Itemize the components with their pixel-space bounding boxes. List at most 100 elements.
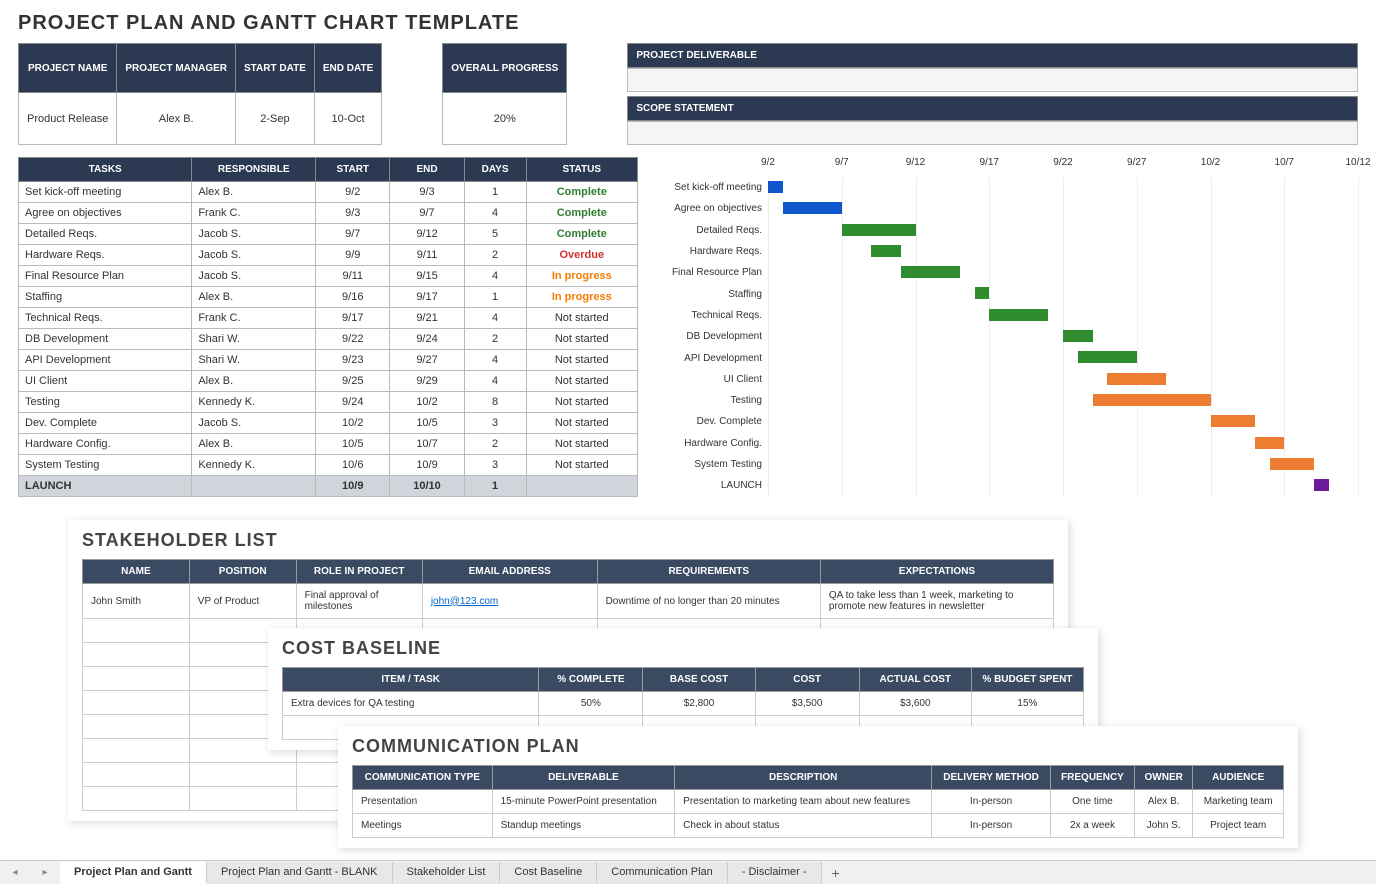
task-row[interactable]: Hardware Reqs.Jacob S.9/99/112Overdue: [19, 245, 638, 266]
gantt-axis-label: 9/17: [980, 157, 999, 168]
gantt-bar[interactable]: [989, 309, 1048, 321]
sheet-tab[interactable]: Project Plan and Gantt - BLANK: [207, 862, 393, 884]
comm-plan-table: COMMUNICATION TYPEDELIVERABLEDESCRIPTION…: [352, 765, 1284, 838]
comm-row[interactable]: Presentation15-minute PowerPoint present…: [353, 790, 1284, 814]
gantt-bar[interactable]: [1255, 437, 1285, 449]
stakeholder-row[interactable]: John SmithVP of ProductFinal approval of…: [83, 584, 1054, 619]
project-info-table: PROJECT NAMEPROJECT MANAGERSTART DATEEND…: [18, 43, 382, 145]
comm-type: Meetings: [353, 814, 493, 838]
task-days: 2: [464, 434, 526, 455]
proj-value[interactable]: 2-Sep: [236, 93, 315, 145]
proj-value[interactable]: 10-Oct: [314, 93, 381, 145]
task-row[interactable]: Agree on objectivesFrank C.9/39/74Comple…: [19, 203, 638, 224]
task-resp: Jacob S.: [192, 413, 316, 434]
task-row[interactable]: DB DevelopmentShari W.9/229/242Not start…: [19, 329, 638, 350]
gantt-bar-track: [768, 411, 1358, 432]
gantt-bar[interactable]: [1314, 479, 1329, 491]
task-resp: Kennedy K.: [192, 455, 316, 476]
comm-header: OWNER: [1135, 766, 1193, 790]
gantt-row-label: Agree on objectives: [658, 203, 768, 214]
proj-value[interactable]: Product Release: [19, 93, 117, 145]
gantt-axis-label: 9/7: [835, 157, 849, 168]
tab-nav-prev[interactable]: ◂: [0, 867, 30, 878]
task-row[interactable]: Technical Reqs.Frank C.9/179/214Not star…: [19, 308, 638, 329]
task-start: 10/9: [316, 476, 390, 497]
comm-row[interactable]: MeetingsStandup meetingsCheck in about s…: [353, 814, 1284, 838]
cost-header: ITEM / TASK: [283, 668, 539, 692]
tab-nav-next[interactable]: ▸: [30, 867, 60, 878]
task-end: 9/11: [390, 245, 464, 266]
cost-row[interactable]: Extra devices for QA testing50%$2,800$3,…: [283, 692, 1084, 716]
gantt-bar[interactable]: [901, 266, 960, 278]
proj-value[interactable]: Alex B.: [117, 93, 236, 145]
task-status: Overdue: [526, 245, 637, 266]
task-end: 9/24: [390, 329, 464, 350]
launch-row[interactable]: LAUNCH10/910/101: [19, 476, 638, 497]
task-name: Agree on objectives: [19, 203, 192, 224]
gantt-row: UI Client: [658, 369, 1358, 390]
gantt-row-label: API Development: [658, 353, 768, 364]
task-row[interactable]: UI ClientAlex B.9/259/294Not started: [19, 371, 638, 392]
sheet-tab[interactable]: Communication Plan: [597, 862, 728, 884]
task-row[interactable]: System TestingKennedy K.10/610/93Not sta…: [19, 455, 638, 476]
add-sheet-button[interactable]: +: [822, 861, 850, 885]
task-start: 9/25: [316, 371, 390, 392]
gantt-bar[interactable]: [975, 287, 990, 299]
task-row[interactable]: StaffingAlex B.9/169/171In progress: [19, 287, 638, 308]
gantt-bar[interactable]: [768, 181, 783, 193]
comm-desc: Check in about status: [675, 814, 932, 838]
gantt-bar[interactable]: [871, 245, 901, 257]
cost-baseline-title: COST BASELINE: [282, 638, 1084, 659]
email-link[interactable]: john@123.com: [431, 596, 498, 607]
task-days: 2: [464, 245, 526, 266]
deliverable-value[interactable]: [627, 68, 1358, 92]
gantt-bar[interactable]: [1107, 373, 1166, 385]
cost-base: $2,800: [643, 692, 755, 716]
task-row[interactable]: Dev. CompleteJacob S.10/210/53Not starte…: [19, 413, 638, 434]
gantt-bar[interactable]: [1211, 415, 1255, 427]
gantt-bar[interactable]: [1093, 394, 1211, 406]
task-name: UI Client: [19, 371, 192, 392]
gantt-bar[interactable]: [1078, 351, 1137, 363]
comm-header: DESCRIPTION: [675, 766, 932, 790]
sheet-tab[interactable]: Stakeholder List: [393, 862, 501, 884]
gantt-row-label: Set kick-off meeting: [658, 182, 768, 193]
gantt-row: Final Resource Plan: [658, 262, 1358, 283]
gantt-row-label: Hardware Reqs.: [658, 246, 768, 257]
task-end: 9/15: [390, 266, 464, 287]
gantt-axis-label: 10/12: [1345, 157, 1370, 168]
task-row[interactable]: Set kick-off meetingAlex B.9/29/31Comple…: [19, 182, 638, 203]
task-row[interactable]: Detailed Reqs.Jacob S.9/79/125Complete: [19, 224, 638, 245]
task-start: 9/9: [316, 245, 390, 266]
sheet-tab[interactable]: - Disclaimer -: [728, 862, 822, 884]
sheet-tab[interactable]: Cost Baseline: [500, 862, 597, 884]
task-days: 4: [464, 371, 526, 392]
stake-header: EMAIL ADDRESS: [422, 560, 597, 584]
sheet-tab[interactable]: Project Plan and Gantt: [60, 862, 207, 884]
task-row[interactable]: Hardware Config.Alex B.10/510/72Not star…: [19, 434, 638, 455]
cost-pct: 50%: [539, 692, 643, 716]
deliverable-header: PROJECT DELIVERABLE: [627, 43, 1358, 68]
task-row[interactable]: API DevelopmentShari W.9/239/274Not star…: [19, 350, 638, 371]
gantt-bar[interactable]: [1270, 458, 1314, 470]
task-resp: Kennedy K.: [192, 392, 316, 413]
task-end: 9/21: [390, 308, 464, 329]
task-name: LAUNCH: [19, 476, 192, 497]
comm-header: DELIVERY METHOD: [932, 766, 1051, 790]
task-resp: Jacob S.: [192, 224, 316, 245]
scope-value[interactable]: [627, 121, 1358, 145]
task-status: Not started: [526, 413, 637, 434]
task-row[interactable]: TestingKennedy K.9/2410/28Not started: [19, 392, 638, 413]
comm-method: In-person: [932, 814, 1051, 838]
cost-header: ACTUAL COST: [859, 668, 971, 692]
comm-owner: John S.: [1135, 814, 1193, 838]
gantt-bar[interactable]: [1063, 330, 1093, 342]
gantt-bar[interactable]: [842, 224, 916, 236]
task-start: 9/2: [316, 182, 390, 203]
gantt-bar[interactable]: [783, 202, 842, 214]
task-name: Final Resource Plan: [19, 266, 192, 287]
scope-header: SCOPE STATEMENT: [627, 96, 1358, 121]
task-name: API Development: [19, 350, 192, 371]
task-row[interactable]: Final Resource PlanJacob S.9/119/154In p…: [19, 266, 638, 287]
gantt-bar-track: [768, 347, 1358, 368]
